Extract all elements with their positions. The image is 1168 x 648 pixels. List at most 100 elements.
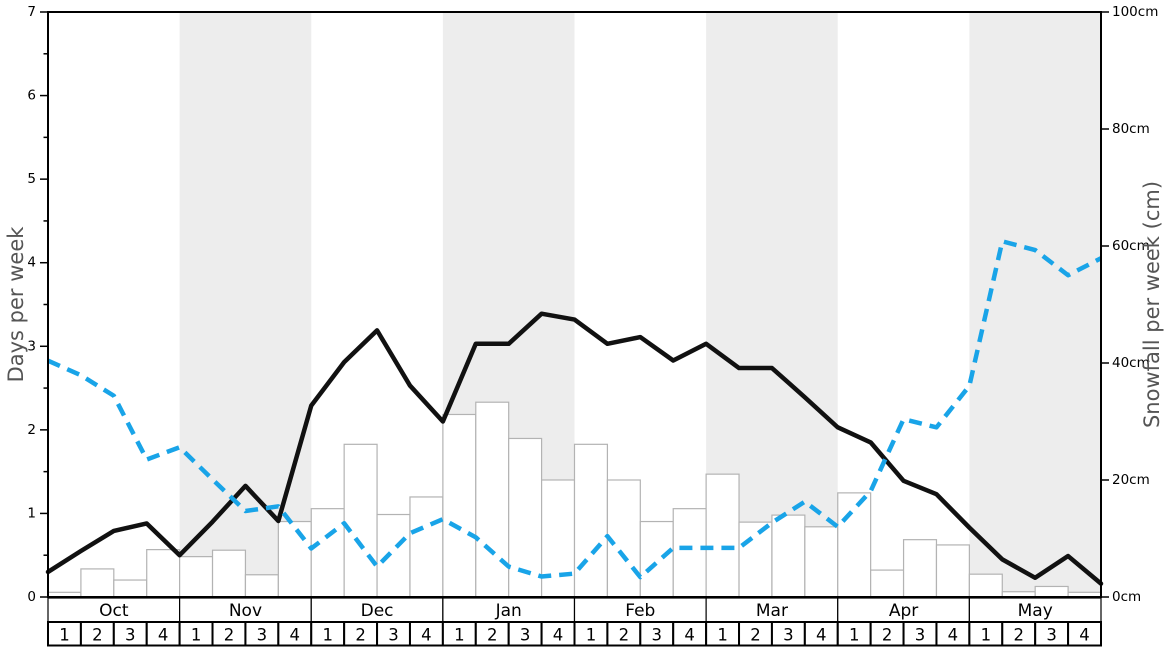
shaded-month-band [969, 12, 1101, 597]
right-tick-label: 40cm [1112, 355, 1150, 371]
snowfall-bar [211, 549, 247, 598]
right-axis: 0cm 20cm 40cm 60cm 80cm 100cm [1102, 4, 1158, 605]
snowfall-bar [310, 508, 345, 598]
snowfall-bar [179, 556, 214, 598]
week-number-label: 1 [586, 625, 597, 644]
month-cell [47, 597, 181, 623]
week-number-label: 1 [981, 625, 992, 644]
week-number-label: 4 [290, 625, 301, 644]
snowfall-bar [738, 521, 773, 598]
week-number-label: 2 [487, 625, 498, 644]
snowfall-bar [475, 401, 510, 598]
right-tick-label: 20cm [1112, 472, 1150, 488]
snowfall-bar [606, 479, 641, 598]
left-tick-label: 5 [27, 171, 36, 187]
snowfall-bar [837, 492, 872, 598]
plot-border [47, 11, 1102, 598]
left-axis: 0 1 2 3 4 5 6 7 [27, 4, 47, 605]
snowfall-bar [672, 508, 707, 598]
left-tick-label: 6 [27, 88, 36, 104]
week-number-label: 4 [1079, 625, 1090, 644]
snowfall-trend-line [47, 239, 1103, 580]
snowfall-bars [47, 401, 1102, 598]
month-label: Mar [756, 601, 788, 621]
week-cell [1067, 621, 1102, 647]
week-number-label: 2 [1013, 625, 1024, 644]
month-label: Oct [99, 601, 129, 621]
snowfall-bar [80, 568, 115, 598]
month-label: Jan [495, 601, 522, 621]
week-number-label: 3 [652, 625, 663, 644]
week-number-label: 1 [717, 625, 728, 644]
week-number-label: 3 [520, 625, 531, 644]
month-label: May [1018, 601, 1053, 621]
month-row: Oct Nov Dec Jan Feb Mar Apr May [47, 597, 1102, 623]
snowfall-bar [968, 573, 1003, 598]
snowfall-bar [902, 539, 938, 598]
week-number-label: 2 [619, 625, 630, 644]
week-number-label: 2 [355, 625, 366, 644]
right-tick-label: 0cm [1112, 589, 1141, 605]
snowfall-bar [1034, 585, 1069, 598]
month-label: Dec [361, 601, 394, 621]
snowfall-bar [639, 520, 674, 598]
month-label: Nov [229, 601, 262, 621]
snowfall-bar [935, 544, 970, 598]
week-number-label: 1 [59, 625, 70, 644]
right-axis-title: Snowfall per week (cm) [1140, 181, 1164, 428]
left-tick-label: 0 [27, 589, 36, 605]
snowfall-bar [573, 443, 609, 598]
month-cell [705, 597, 839, 623]
snowfall-bar [771, 514, 806, 598]
week-number-label: 2 [882, 625, 893, 644]
snowfall-bar [277, 520, 312, 598]
week-number-label: 1 [191, 625, 202, 644]
week-number-label: 4 [948, 625, 959, 644]
days-per-week-line [45, 311, 1104, 586]
week-number-label: 3 [388, 625, 399, 644]
left-tick-label: 3 [27, 338, 36, 354]
right-tick-label: 60cm [1112, 238, 1150, 254]
week-number-label: 2 [750, 625, 761, 644]
snowfall-bar [376, 513, 411, 598]
left-tick-label: 1 [27, 505, 36, 521]
snowfall-bar [705, 473, 740, 598]
week-number-label: 2 [224, 625, 235, 644]
month-cell [442, 597, 576, 623]
right-tick-label: 80cm [1112, 121, 1150, 137]
month-label: Apr [889, 601, 918, 621]
snowfall-bar [804, 526, 839, 598]
left-tick-label: 4 [27, 255, 36, 271]
snowfall-bar [442, 413, 477, 598]
month-cell [968, 597, 1102, 623]
week-number-label: 1 [454, 625, 465, 644]
left-axis-title: Days per week [4, 226, 28, 383]
week-number-label: 3 [1046, 625, 1057, 644]
week-number-label: 3 [783, 625, 794, 644]
week-number-label: 4 [421, 625, 432, 644]
week-number-label: 3 [125, 625, 136, 644]
month-label: Feb [625, 601, 655, 621]
shaded-month-band [179, 12, 312, 597]
week-number-label: 1 [849, 625, 860, 644]
snowfall-bar [113, 579, 148, 598]
right-tick-label: 100cm [1112, 4, 1158, 20]
week-number-label: 3 [915, 625, 926, 644]
snowfall-bar [870, 569, 905, 598]
week-number-label: 4 [684, 625, 695, 644]
snowfall-bar [409, 496, 444, 598]
snowfall-bar [146, 549, 181, 598]
week-row: 1 2 3 4 1 2 3 4 1 2 3 4 1 2 3 4 1 2 3 4 1 2 3 4 1 2 3 4 1 2 3 4 [47, 621, 1102, 647]
week-number-label: 4 [553, 625, 564, 644]
week-number-label: 1 [322, 625, 333, 644]
snowfall-bar [343, 443, 378, 598]
left-tick-label: 7 [27, 4, 36, 20]
week-number-label: 2 [92, 625, 103, 644]
snowfall-bar [244, 574, 279, 598]
week-number-label: 3 [257, 625, 268, 644]
week-number-label: 4 [158, 625, 169, 644]
snowfall-bar [540, 479, 576, 598]
left-tick-label: 2 [27, 422, 36, 438]
